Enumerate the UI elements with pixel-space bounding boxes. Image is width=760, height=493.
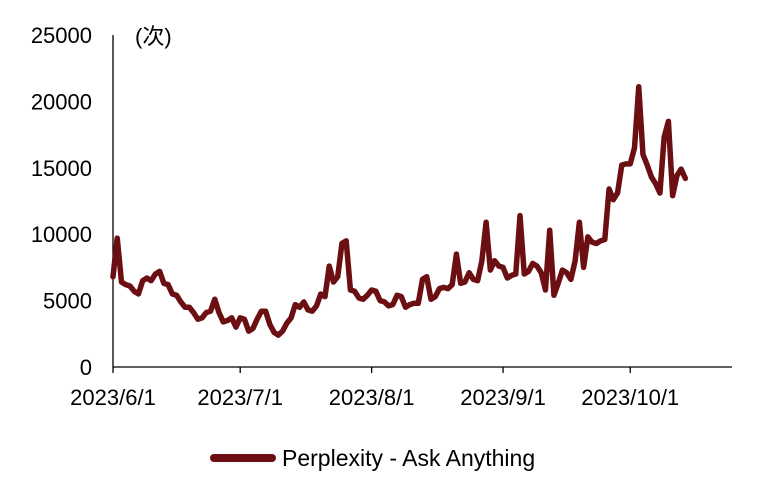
y-tick-label: 10000 bbox=[31, 222, 92, 247]
y-unit-label: (次) bbox=[135, 24, 172, 49]
x-tick-marks bbox=[113, 367, 630, 373]
x-tick-label: 2023/7/1 bbox=[197, 385, 283, 410]
y-tick-label: 15000 bbox=[31, 156, 92, 181]
legend: Perplexity - Ask Anything bbox=[214, 445, 535, 471]
y-tick-labels: 0 5000 10000 15000 20000 25000 bbox=[31, 23, 92, 380]
legend-label: Perplexity - Ask Anything bbox=[282, 445, 535, 471]
series-line bbox=[113, 87, 685, 335]
x-tick-label: 2023/9/1 bbox=[460, 385, 546, 410]
x-tick-labels: 2023/6/1 2023/7/1 2023/8/1 2023/9/1 2023/10/… bbox=[70, 385, 679, 410]
x-tick-label: 2023/6/1 bbox=[70, 385, 156, 410]
y-tick-label: 25000 bbox=[31, 23, 92, 48]
y-tick-label: 0 bbox=[80, 355, 92, 380]
y-tick-label: 5000 bbox=[43, 289, 92, 314]
series-layer bbox=[113, 87, 685, 335]
x-tick-label: 2023/10/1 bbox=[581, 385, 679, 410]
x-tick-label: 2023/8/1 bbox=[329, 385, 415, 410]
y-tick-label: 20000 bbox=[31, 89, 92, 114]
